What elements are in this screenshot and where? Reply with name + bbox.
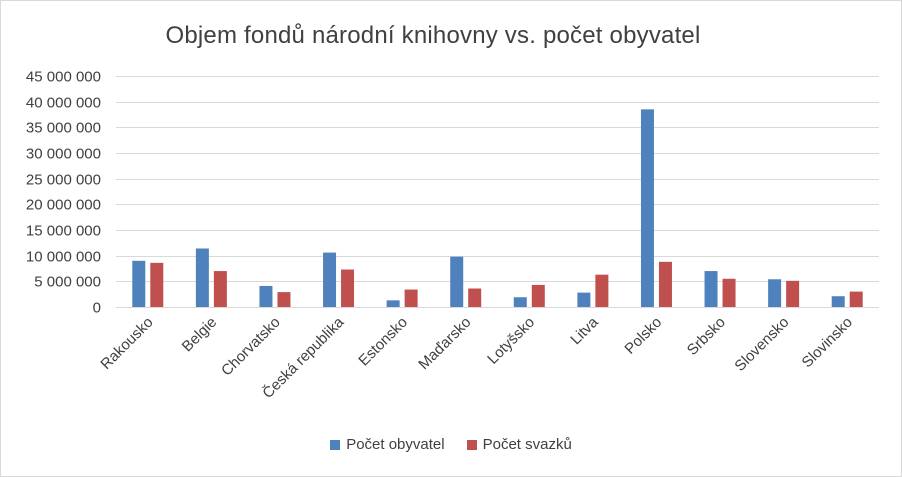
gridlines xyxy=(116,76,879,308)
bar xyxy=(786,280,800,307)
x-category-label: Slovinsko xyxy=(799,314,856,371)
x-category-label: Slovensko xyxy=(731,314,792,375)
bar xyxy=(132,260,146,307)
bar xyxy=(595,274,609,307)
bar xyxy=(150,262,164,307)
x-category-label: Estonsko xyxy=(355,314,411,370)
legend-swatch-series-2 xyxy=(466,439,477,450)
bar xyxy=(722,278,736,307)
y-tick-label: 20 000 000 xyxy=(26,197,101,214)
bar xyxy=(640,109,654,307)
bar xyxy=(849,291,863,307)
bar xyxy=(468,288,482,307)
bar xyxy=(341,269,355,307)
bar xyxy=(450,256,464,307)
y-tick-label: 25 000 000 xyxy=(26,172,101,189)
bar xyxy=(323,252,337,307)
x-category-label: Belgie xyxy=(179,314,221,356)
bar xyxy=(831,296,845,307)
y-tick-label: 40 000 000 xyxy=(26,95,101,112)
bar xyxy=(386,300,400,307)
x-category-label: Rakousko xyxy=(97,314,156,373)
bar xyxy=(531,284,545,307)
bars xyxy=(132,109,863,307)
bar xyxy=(577,292,591,307)
y-tick-label: 10 000 000 xyxy=(26,249,101,266)
bar xyxy=(704,271,718,307)
legend: Počet obyvatel Počet svazků xyxy=(0,436,902,453)
legend-item-series-1: Počet obyvatel xyxy=(330,436,445,453)
legend-item-series-2: Počet svazků xyxy=(466,436,572,453)
chart-title: Objem fondů národní knihovny vs. počet o… xyxy=(165,22,701,49)
x-category-label: Srbsko xyxy=(684,314,729,359)
y-tick-label: 0 xyxy=(93,300,101,317)
y-tick-label: 15 000 000 xyxy=(26,223,101,240)
y-tick-label: 45 000 000 xyxy=(26,69,101,86)
bar xyxy=(195,248,209,307)
y-tick-label: 5 000 000 xyxy=(34,274,101,291)
bar xyxy=(513,297,527,307)
legend-swatch-series-1 xyxy=(330,439,341,450)
y-tick-label: 35 000 000 xyxy=(26,120,101,137)
x-category-label: Litva xyxy=(567,313,602,348)
legend-label-series-1: Počet obyvatel xyxy=(346,436,445,453)
y-axis-ticks: 0 5 000 000 10 000 000 15 000 000 20 000 000… xyxy=(26,69,101,317)
legend-label-series-2: Počet svazků xyxy=(482,436,572,453)
bar xyxy=(404,289,418,307)
bar xyxy=(768,279,782,307)
bar xyxy=(658,261,672,307)
x-category-label: Chorvatsko xyxy=(218,314,284,380)
chart-plot: 0 5 000 000 10 000 000 15 000 000 20 000 000… xyxy=(26,69,879,402)
x-category-label: Lotyšsko xyxy=(484,314,538,368)
bar xyxy=(259,285,273,307)
x-category-label: Maďarsko xyxy=(415,314,474,373)
x-category-label: Polsko xyxy=(621,314,665,358)
bar xyxy=(213,271,227,307)
y-tick-label: 30 000 000 xyxy=(26,146,101,163)
bar xyxy=(277,292,291,307)
